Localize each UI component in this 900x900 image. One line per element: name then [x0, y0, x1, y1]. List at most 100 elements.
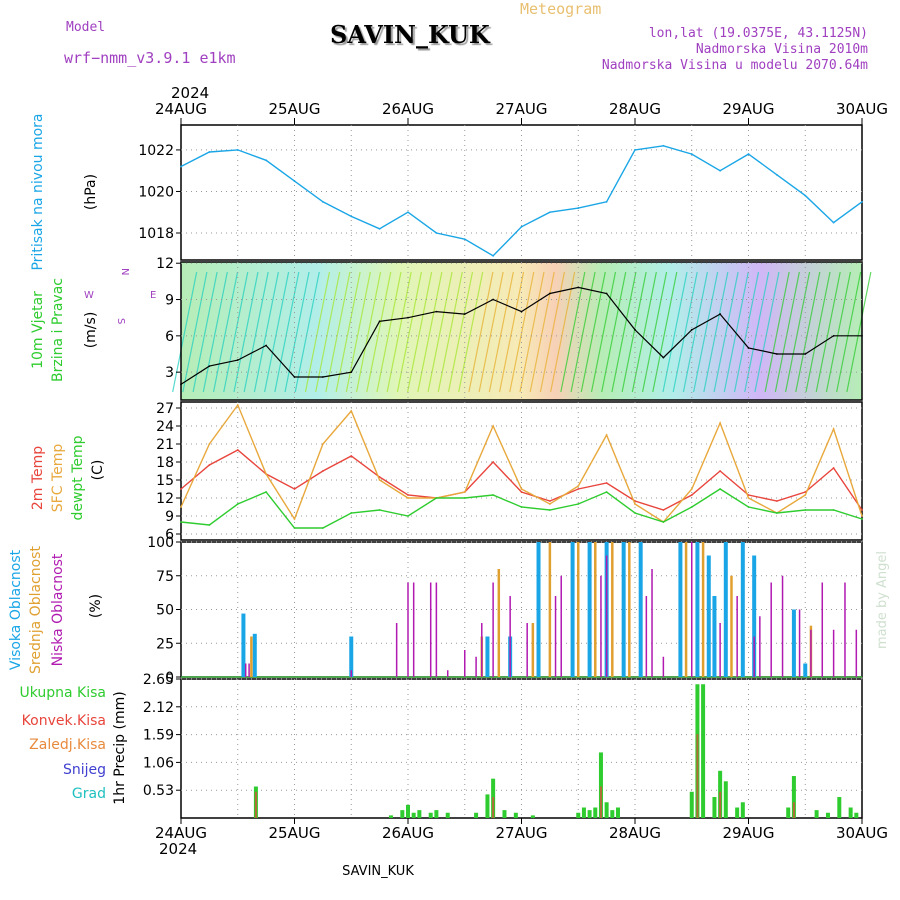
precip-bar-conv [254, 791, 257, 818]
cloud-bar-low [821, 582, 824, 677]
cloud-bar-low [605, 555, 608, 677]
precip-ytick-label: 0.53 [143, 783, 174, 799]
cloud-bar-low [429, 582, 432, 677]
cloud-bar-high [252, 633, 257, 677]
cloud-bar-high [723, 542, 728, 677]
temperature-line-dewpt-point [435, 497, 438, 499]
precip-bar-total [581, 807, 586, 818]
wind-speed-line-point [804, 353, 807, 355]
cloud-bar-high [638, 542, 643, 677]
temperature-line-2m-point [861, 509, 863, 511]
precip-bar-total [428, 812, 433, 818]
temperature-line-sfc-point [690, 488, 693, 490]
temperature-line-2m-point [690, 494, 693, 496]
precip-bar-total [474, 812, 479, 818]
bottom-date-label: 25AUG [269, 824, 321, 842]
wind-barb [243, 271, 269, 393]
pressure-line-point [293, 180, 296, 182]
wind-speed-line-point [492, 298, 495, 301]
pressure-line-point [350, 215, 353, 218]
pressure-line-point [605, 200, 608, 203]
precip-bar-total [445, 812, 450, 818]
precip-bar-total [848, 807, 853, 818]
precip-bar-total [598, 752, 603, 818]
bottom-date-label: 29AUG [723, 824, 775, 842]
temperature-line-2m-point [208, 464, 211, 466]
cloud-bar-high [536, 542, 541, 677]
wind-speed-line-point [634, 328, 636, 331]
top-date-label: 27AUG [496, 100, 548, 118]
wind-barb [264, 271, 290, 393]
wind-speed-line-point [435, 310, 438, 313]
precip-legend-item: Konvek.Kisa [22, 713, 106, 729]
top-date-label: 25AUG [269, 100, 321, 118]
temp-ylabel-dewpt: dewpt Temp [70, 435, 86, 520]
cloud-bar-low [481, 623, 483, 677]
temperature-line-sfc-point [208, 443, 211, 445]
cloud-bar-high [712, 596, 717, 677]
pressure-line-point [492, 254, 495, 257]
wind-ytick-label: 9 [165, 293, 174, 309]
temperature-line-2m-point [832, 467, 835, 469]
temperature-line-dewpt-point [775, 512, 778, 514]
wind-barb [764, 271, 790, 393]
wind-ylabel-unit: (m/s) [83, 312, 99, 349]
wind-barb [539, 271, 566, 393]
pressure-line-point [208, 151, 211, 153]
temperature-ytick-label: 15 [156, 473, 174, 489]
cloud-bar-low [736, 596, 738, 677]
pressure-line-point [265, 159, 268, 162]
compass-e: E [150, 290, 156, 301]
wind-barb [550, 271, 576, 393]
precip-ytick-label: 2.65 [143, 672, 174, 688]
cloud-bar-mid [701, 542, 705, 677]
temperature-line-dewpt-point [577, 503, 580, 505]
temperature-line-sfc-point [321, 443, 324, 445]
pressure-line-point [832, 221, 835, 224]
cloud-bar-high [485, 636, 490, 677]
wind-barb [805, 271, 831, 393]
temperature-line-sfc-point [832, 428, 835, 430]
precip-bar-total [825, 812, 830, 818]
cloud-bar-high [570, 542, 575, 677]
cloud-bar-low [560, 575, 562, 677]
temperature-line-sfc-point [265, 473, 268, 475]
precip-bar-total [530, 815, 535, 818]
wind-speed-line-point [350, 371, 353, 374]
cloud-bar-low [554, 596, 557, 677]
compass-w: W [84, 290, 94, 301]
temperature-line-dewpt-point [492, 494, 495, 496]
wind-barb [570, 271, 596, 393]
pressure-line-point [520, 225, 523, 228]
pressure-line-point [378, 227, 381, 230]
cloud-ylabel-unit: (%) [88, 594, 104, 618]
wind-speed-line-point [775, 353, 778, 355]
temperature-ytick-label: 12 [156, 491, 174, 507]
cloud-bar-high [587, 542, 592, 677]
precip-bar-total [587, 810, 592, 818]
wind-barb [590, 271, 617, 393]
precip-bar-total [434, 810, 439, 818]
temperature-ytick-label: 18 [156, 455, 174, 471]
cloud-bar-low [844, 582, 846, 677]
temperature-line-dewpt-point [690, 506, 693, 508]
cloud-bar-mid [628, 542, 631, 677]
wind-barb [335, 271, 361, 393]
wind-barb [774, 271, 800, 393]
wind-barb [529, 271, 555, 393]
wind-speed-line-point [662, 356, 665, 359]
cloud-bar-low [395, 623, 398, 677]
cloud-bar-mid [594, 542, 597, 677]
temp-ylabel-sfc: SFC Temp [50, 444, 66, 513]
pressure-line-point [804, 194, 807, 197]
precip-ylabel: 1hr Precip (mm) [112, 691, 128, 804]
altitude-text: Nadmorska Visina 2010m [695, 42, 868, 57]
precip-bar-total [701, 684, 706, 818]
precip-bar-total [735, 807, 740, 818]
wind-barb [754, 271, 780, 393]
cloud-bar-low [350, 670, 352, 677]
wind-barb [488, 271, 514, 393]
wind-barb [733, 271, 760, 393]
temperature-line-2m-point [605, 482, 608, 484]
precip-bar-total [854, 812, 859, 818]
